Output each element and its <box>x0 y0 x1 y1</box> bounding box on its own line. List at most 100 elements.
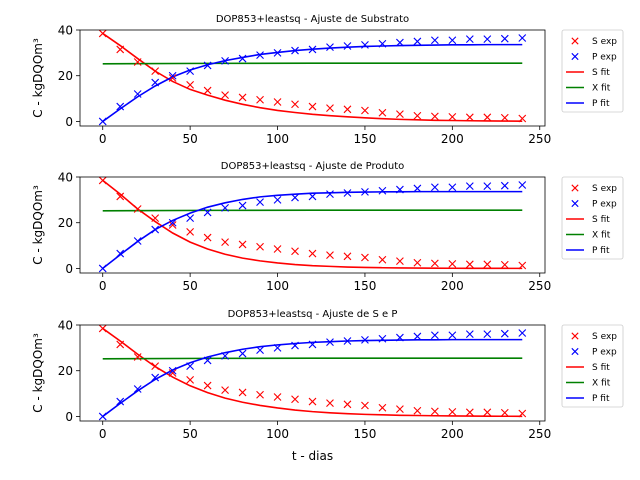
data-point <box>168 221 177 229</box>
data-point <box>518 409 527 418</box>
legend-label: P exp <box>592 53 617 63</box>
x-tick-label: 250 <box>528 427 551 441</box>
plot-area <box>98 325 527 421</box>
data-point <box>273 245 282 253</box>
legend-label: P exp <box>592 200 617 210</box>
data-point <box>500 408 509 417</box>
legend-label: P exp <box>592 348 617 358</box>
data-point <box>116 249 125 258</box>
data-point <box>133 353 142 361</box>
data-point <box>465 35 474 44</box>
data-point <box>256 242 264 251</box>
data-point <box>361 106 369 115</box>
y-axis-label: C - kgDQOm³ <box>31 38 45 118</box>
data-point <box>343 42 352 50</box>
data-point <box>361 187 369 196</box>
data-point <box>326 190 334 199</box>
axes-frame <box>79 324 546 422</box>
data-point <box>116 397 125 406</box>
data-point <box>430 36 439 45</box>
data-point <box>168 71 177 80</box>
x-tick-label: 0 <box>99 279 107 293</box>
data-point <box>378 334 387 343</box>
subplot-title: DOP853+leastsq - Ajuste de Substrato <box>216 14 409 25</box>
data-point <box>238 349 247 358</box>
axes-frame <box>79 176 546 274</box>
legend-frame <box>561 324 624 408</box>
data-point <box>186 227 195 236</box>
data-point <box>396 185 404 194</box>
legend-label: S exp <box>592 184 617 194</box>
data-point <box>343 105 352 114</box>
legend-marker <box>571 37 579 45</box>
data-point <box>361 40 369 49</box>
data-point <box>326 338 334 347</box>
data-point <box>465 113 474 122</box>
series-line-x-fit <box>102 209 523 212</box>
data-point <box>518 34 527 42</box>
data-point <box>500 329 509 338</box>
data-point <box>186 67 195 76</box>
data-point <box>221 238 229 247</box>
legend-label: P fit <box>592 99 610 109</box>
data-point <box>396 110 404 119</box>
series-line-p-fit <box>102 43 523 123</box>
data-point <box>203 208 212 217</box>
data-point <box>326 399 334 408</box>
data-point <box>116 340 125 349</box>
x-tick-label: 150 <box>353 279 376 293</box>
data-point <box>221 203 229 212</box>
data-point <box>448 407 457 416</box>
series-line-p-fit <box>102 190 523 270</box>
data-point <box>430 331 439 340</box>
legend-label: X fit <box>592 379 611 389</box>
subplot-2: 0 50 100 150 200 250 0 20 40 DOP853+leastsq - Aju… <box>31 161 624 293</box>
y-tick-label: 0 <box>65 115 73 129</box>
data-point <box>448 183 457 192</box>
data-point <box>238 240 247 249</box>
data-point <box>343 400 352 409</box>
data-point <box>518 181 527 189</box>
legend-marker <box>571 332 579 340</box>
data-point <box>221 351 229 360</box>
data-point <box>430 183 439 192</box>
data-point <box>413 184 422 193</box>
data-point <box>308 249 317 258</box>
data-point <box>168 366 177 375</box>
data-point <box>430 259 439 268</box>
data-point <box>413 37 422 46</box>
legend-frame <box>561 29 624 113</box>
data-point <box>361 253 369 262</box>
data-point <box>256 95 264 104</box>
data-point <box>256 346 264 355</box>
data-point <box>98 30 107 38</box>
data-point <box>186 362 195 371</box>
legend-marker <box>571 52 579 61</box>
x-tick-label: 250 <box>528 132 551 146</box>
series-line-s-fit <box>102 327 523 418</box>
data-point <box>203 356 212 365</box>
legend-frame <box>561 176 624 260</box>
data-point <box>343 337 352 345</box>
data-point <box>151 78 160 87</box>
series-p-exp <box>98 329 527 421</box>
legend-label: S fit <box>592 363 610 373</box>
data-point <box>396 38 404 47</box>
data-point <box>256 198 264 207</box>
data-point <box>203 61 212 70</box>
data-point <box>133 237 142 245</box>
series-s-exp <box>98 325 527 418</box>
data-point <box>151 362 160 371</box>
data-point <box>151 373 160 382</box>
data-point <box>116 192 125 201</box>
data-point <box>133 385 142 393</box>
data-point <box>151 214 160 223</box>
data-point <box>396 257 404 266</box>
x-tick-label: 50 <box>182 279 197 293</box>
data-point <box>430 407 439 416</box>
series-line-p-fit <box>102 338 523 418</box>
data-point <box>378 186 387 195</box>
data-point <box>291 46 299 55</box>
legend-marker <box>571 184 579 192</box>
